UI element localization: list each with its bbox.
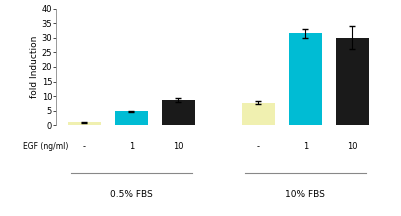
Text: 1: 1: [302, 142, 307, 151]
Text: -: -: [256, 142, 259, 151]
Bar: [241, 103, 274, 125]
Text: 10: 10: [346, 142, 357, 151]
Bar: [335, 38, 368, 125]
Bar: [162, 100, 194, 125]
Text: 1: 1: [129, 142, 134, 151]
Text: -: -: [83, 142, 86, 151]
Text: 10% FBS: 10% FBS: [285, 190, 324, 199]
Y-axis label: fold Induction: fold Induction: [30, 36, 38, 98]
Bar: [68, 122, 101, 125]
Bar: [115, 111, 148, 125]
Bar: [288, 33, 321, 125]
Text: 0.5% FBS: 0.5% FBS: [110, 190, 152, 199]
Text: 10: 10: [173, 142, 183, 151]
Text: EGF (ng/ml): EGF (ng/ml): [23, 142, 69, 151]
